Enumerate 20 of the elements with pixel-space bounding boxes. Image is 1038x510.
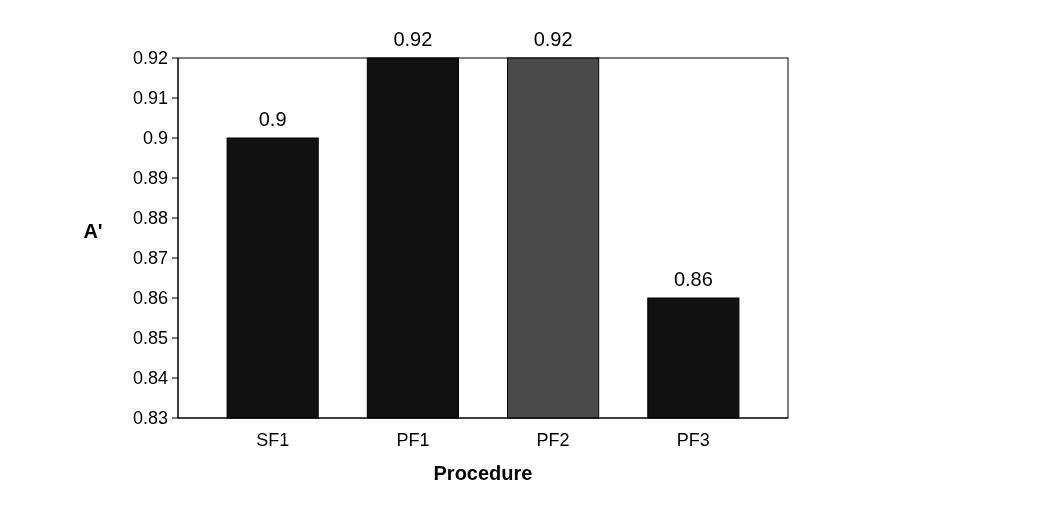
x-axis-title: Procedure bbox=[433, 462, 533, 484]
x-tick-label: PF1 bbox=[396, 430, 430, 450]
y-tick-label: 0.83 bbox=[132, 408, 168, 429]
y-tick-label: 0.85 bbox=[132, 328, 168, 349]
x-tick-label: SF1 bbox=[256, 430, 290, 450]
data-label: 0.86 bbox=[673, 268, 713, 290]
y-tick-label: 0.89 bbox=[132, 168, 168, 189]
x-tick-label: PF2 bbox=[536, 430, 570, 450]
y-tick-label: 0.9 bbox=[142, 128, 168, 149]
data-label: 0.9 bbox=[258, 108, 287, 130]
y-tick-label: 0.92 bbox=[132, 48, 168, 69]
data-label: 0.92 bbox=[393, 28, 433, 50]
y-tick-label: 0.91 bbox=[132, 88, 168, 109]
y-tick-label: 0.88 bbox=[132, 208, 168, 229]
data-label: 0.92 bbox=[533, 28, 573, 50]
y-tick-label: 0.84 bbox=[132, 368, 168, 389]
y-tick-label: 0.86 bbox=[132, 288, 168, 309]
y-tick-label: 0.87 bbox=[132, 248, 168, 269]
x-tick-label: PF3 bbox=[676, 430, 710, 450]
y-axis-title: A' bbox=[83, 220, 103, 242]
